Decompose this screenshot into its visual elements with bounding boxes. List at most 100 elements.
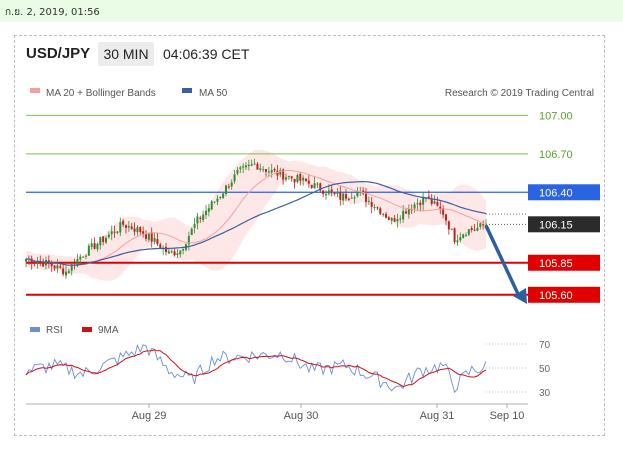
x-tick-label: Aug 29 xyxy=(132,410,167,422)
target-label: 106.70 xyxy=(539,149,573,161)
candle-body xyxy=(142,231,145,235)
support-label: 105.85 xyxy=(539,258,573,270)
candle-body xyxy=(482,224,485,226)
candle-body xyxy=(199,217,202,219)
candle-body xyxy=(82,256,85,258)
x-tick-label: Aug 31 xyxy=(420,410,455,422)
candle-body xyxy=(302,177,305,181)
candle-body xyxy=(222,193,225,199)
candle-body xyxy=(113,231,116,233)
candle-body xyxy=(262,169,265,171)
candle-body xyxy=(470,228,473,230)
candle-body xyxy=(367,200,370,202)
candle-body xyxy=(456,240,459,243)
candle-body xyxy=(205,210,207,216)
candle-body xyxy=(42,261,45,267)
candle-body xyxy=(56,265,59,269)
candle-body xyxy=(347,198,350,200)
candle-body xyxy=(267,171,270,173)
candle-body xyxy=(179,250,182,255)
candle-body xyxy=(307,180,310,184)
candle-body xyxy=(62,268,65,275)
candle-body xyxy=(265,169,267,172)
candle-body xyxy=(87,245,90,256)
candle-body xyxy=(96,243,99,250)
candle-body xyxy=(133,228,136,232)
candle-body xyxy=(176,253,179,255)
candle-body xyxy=(193,224,196,228)
candle-body xyxy=(479,223,482,227)
candle-body xyxy=(153,237,156,242)
last-price-label: 106.15 xyxy=(539,219,573,231)
candle-body xyxy=(339,192,342,200)
candle-body xyxy=(350,197,353,199)
candle-body xyxy=(379,208,382,215)
ma50-line xyxy=(26,181,487,266)
candle-body xyxy=(53,265,56,269)
candle-body xyxy=(342,193,345,201)
candle-body xyxy=(227,186,230,188)
candle-body xyxy=(93,243,96,249)
candle-body xyxy=(333,193,336,195)
ma9-legend-label: 9MA xyxy=(98,325,119,336)
candle-body xyxy=(353,197,356,199)
support-label: 105.60 xyxy=(539,290,573,302)
candle-body xyxy=(462,234,465,238)
timeframe-badge[interactable]: 30 MIN xyxy=(98,42,154,66)
resistance-badge xyxy=(528,184,600,201)
candle-body xyxy=(336,192,339,194)
candle-body xyxy=(45,259,47,266)
candle-body xyxy=(110,231,113,235)
candle-body xyxy=(405,211,407,214)
ma50-legend-label: MA 50 xyxy=(199,88,228,99)
candle-body xyxy=(330,189,333,192)
candle-body xyxy=(196,216,199,224)
candle-body xyxy=(136,227,139,233)
candle-body xyxy=(70,264,73,271)
candle-body xyxy=(345,194,347,199)
candle-body xyxy=(327,190,330,194)
candle-body xyxy=(450,228,453,230)
candle-body xyxy=(287,176,290,178)
candle-body xyxy=(310,184,313,188)
candle-body xyxy=(373,207,376,209)
chart-panel xyxy=(14,35,605,436)
candle-body xyxy=(119,222,122,233)
rsi-tick-label: 70 xyxy=(539,340,551,351)
candle-body xyxy=(210,201,213,210)
symbol-label: USD/JPY xyxy=(26,45,91,62)
candle-body xyxy=(296,175,299,182)
candle-body xyxy=(225,185,227,195)
candle-body xyxy=(365,192,367,202)
rsi-legend-label: RSI xyxy=(46,325,63,336)
candle-body xyxy=(445,214,447,221)
candle-body xyxy=(442,208,445,215)
candle-body xyxy=(127,226,130,228)
candle-body xyxy=(207,208,210,212)
candle-body xyxy=(39,261,42,263)
ma20-line xyxy=(26,169,487,266)
candle-body xyxy=(436,201,439,206)
timestamp-bar: ก.ย. 2, 2019, 01:56 xyxy=(0,0,623,22)
x-tick-label: Aug 30 xyxy=(284,410,319,422)
rsi-tick-label: 30 xyxy=(539,388,551,399)
candle-body xyxy=(150,232,153,242)
candle-body xyxy=(325,194,327,196)
candle-body xyxy=(107,234,110,238)
candle-body xyxy=(247,164,250,167)
candle-body xyxy=(390,217,393,221)
candle-body xyxy=(250,164,253,166)
candle-body xyxy=(465,234,467,236)
candle-body xyxy=(319,183,322,191)
credit-label: Research © 2019 Trading Central xyxy=(445,88,594,99)
candle-body xyxy=(399,218,402,220)
candle-body xyxy=(216,198,219,202)
candle-body xyxy=(467,229,470,235)
candle-body xyxy=(447,221,450,230)
rsi-ma9-line xyxy=(25,349,487,388)
candle-body xyxy=(387,217,390,220)
ma20-legend-label: MA 20 + Bollinger Bands xyxy=(46,88,156,99)
forecast-arrow-head xyxy=(513,288,527,304)
candle-body xyxy=(25,258,27,262)
candle-body xyxy=(125,225,127,228)
